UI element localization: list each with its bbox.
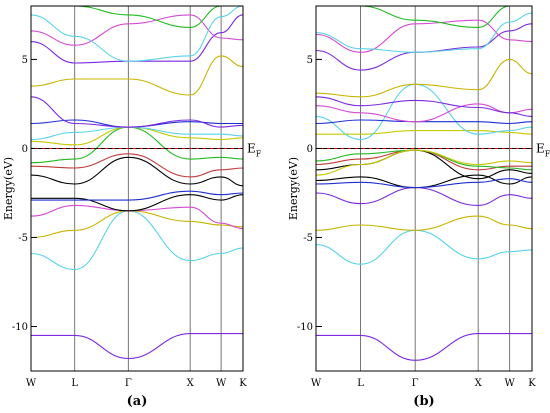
- band-9: [316, 149, 532, 171]
- x-tick-label: X: [475, 378, 483, 389]
- plot-frame: [30, 5, 244, 372]
- band-12: [31, 119, 243, 128]
- band-10: [31, 126, 243, 146]
- band-13: [316, 119, 532, 125]
- chart-panel-1: -10 -5 0 5 W L Γ X W K Energy(eV) EF (a): [2, 5, 262, 409]
- x-tick-label: Γ: [125, 378, 132, 389]
- band-17: [31, 6, 243, 62]
- band-10: [316, 149, 532, 176]
- y-tick-label: -10: [12, 322, 28, 333]
- panel-label: (b): [413, 394, 434, 409]
- band-8: [316, 149, 532, 171]
- y-tick-label: -5: [303, 233, 313, 244]
- band-18: [316, 19, 532, 53]
- y-tick-label: 0: [22, 144, 28, 155]
- band-6: [31, 190, 243, 201]
- y-tick-label: 0: [307, 144, 313, 155]
- fermi-level-label: EF: [536, 141, 550, 158]
- x-tick-label: W: [26, 378, 37, 389]
- band-2: [31, 210, 243, 271]
- x-tick-label: W: [311, 378, 322, 389]
- chart-panel-2: -10 -5 0 5 W L Γ X W K Energy(eV) EF (b): [287, 5, 550, 409]
- band-19: [316, 12, 532, 53]
- band-20: [316, 6, 532, 28]
- band-3: [316, 215, 532, 231]
- band-12: [316, 83, 532, 141]
- band-11: [31, 126, 243, 141]
- band-16: [316, 58, 532, 98]
- band-1: [316, 333, 532, 361]
- band-4: [31, 204, 243, 230]
- band-18: [31, 6, 243, 28]
- x-tick-label: W: [505, 378, 516, 389]
- x-tick-label: W: [216, 378, 227, 389]
- band-7: [31, 156, 243, 187]
- plot-frame: [315, 5, 533, 372]
- panel-label: (a): [127, 394, 148, 409]
- y-axis-label: Energy(eV): [287, 157, 300, 220]
- band-3: [31, 210, 243, 239]
- band-9: [31, 126, 243, 164]
- band-11: [316, 130, 532, 135]
- x-tick-label: X: [187, 378, 195, 389]
- y-tick-label: 5: [307, 55, 313, 66]
- x-tick-label: L: [71, 378, 78, 389]
- band-13: [31, 96, 243, 128]
- y-axis-label: Energy(eV): [2, 157, 15, 220]
- band-lines: [316, 6, 532, 361]
- band-15: [316, 96, 532, 117]
- band-14: [316, 103, 532, 123]
- band-4: [316, 187, 532, 206]
- y-tick-label: -5: [18, 233, 28, 244]
- band-5: [31, 194, 243, 212]
- band-16: [31, 14, 243, 46]
- band-15: [31, 14, 243, 64]
- x-tick-label: K: [239, 378, 247, 389]
- band-17: [316, 23, 532, 71]
- x-tick-label: L: [357, 378, 364, 389]
- band-6: [316, 178, 532, 189]
- band-14: [31, 55, 243, 96]
- band-8: [31, 153, 243, 178]
- band-lines: [31, 6, 243, 360]
- band-5: [316, 174, 532, 189]
- y-tick-label: -10: [297, 322, 313, 333]
- y-tick-label: 5: [22, 55, 28, 66]
- x-tick-label: Γ: [412, 378, 419, 389]
- band-2: [316, 229, 532, 265]
- band-1: [31, 333, 243, 360]
- fermi-level-label: EF: [247, 141, 262, 158]
- x-tick-label: K: [528, 378, 536, 389]
